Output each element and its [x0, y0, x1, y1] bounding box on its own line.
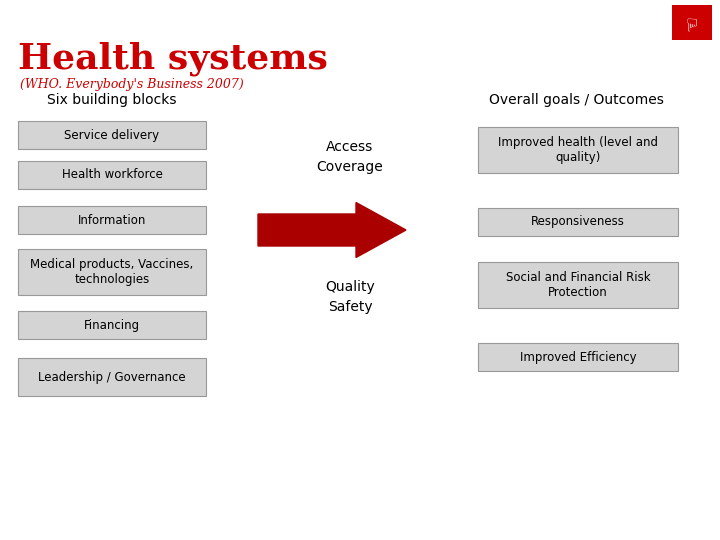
Text: Safety: Safety: [328, 300, 372, 314]
Text: Access: Access: [326, 140, 374, 154]
FancyBboxPatch shape: [478, 208, 678, 236]
Text: Quality: Quality: [325, 280, 375, 294]
Text: Improved health (level and
quality): Improved health (level and quality): [498, 136, 658, 164]
Text: (WHO. Everybody's Business 2007): (WHO. Everybody's Business 2007): [20, 78, 244, 91]
Text: Health workforce: Health workforce: [62, 168, 163, 181]
Text: Financing: Financing: [84, 319, 140, 332]
Text: Health systems: Health systems: [18, 42, 328, 77]
Text: Responsiveness: Responsiveness: [531, 215, 625, 228]
FancyBboxPatch shape: [478, 127, 678, 173]
Text: Medical products, Vaccines,
technologies: Medical products, Vaccines, technologies: [30, 258, 194, 286]
FancyBboxPatch shape: [478, 343, 678, 371]
Text: Information: Information: [78, 213, 146, 226]
FancyBboxPatch shape: [18, 121, 206, 149]
Text: Social and Financial Risk
Protection: Social and Financial Risk Protection: [505, 271, 650, 299]
FancyArrow shape: [258, 202, 406, 258]
FancyBboxPatch shape: [18, 161, 206, 189]
Text: Leadership / Governance: Leadership / Governance: [38, 370, 186, 383]
FancyBboxPatch shape: [478, 262, 678, 308]
FancyBboxPatch shape: [18, 358, 206, 396]
Text: Six building blocks: Six building blocks: [48, 93, 176, 107]
Text: Overall goals / Outcomes: Overall goals / Outcomes: [489, 93, 663, 107]
Text: Service delivery: Service delivery: [64, 129, 160, 141]
Text: Improved Efficiency: Improved Efficiency: [520, 350, 636, 363]
FancyBboxPatch shape: [18, 206, 206, 234]
FancyBboxPatch shape: [18, 249, 206, 295]
FancyBboxPatch shape: [18, 311, 206, 339]
Text: ☜: ☜: [683, 15, 701, 31]
Text: Coverage: Coverage: [317, 160, 383, 174]
FancyBboxPatch shape: [672, 5, 712, 40]
